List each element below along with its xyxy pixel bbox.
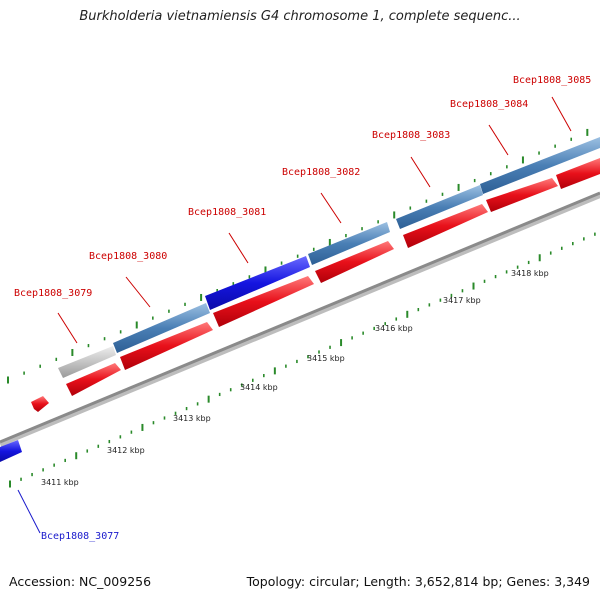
gene-block-3081[interactable] (205, 256, 310, 310)
leader-lines (17, 96, 572, 534)
gene-block-3080[interactable] (113, 303, 210, 353)
gene-arrow-3078[interactable] (31, 396, 49, 412)
gene-block-3079[interactable] (58, 346, 116, 378)
leader-line-3077 (17, 489, 41, 534)
scale-label-3413: 3413 kbp (173, 414, 211, 423)
gene-block-3083[interactable] (396, 185, 483, 229)
accession-text: Accession: NC_009256 (9, 574, 152, 589)
scale-labels: 3411 kbp 3412 kbp 3413 kbp 3414 kbp 3415… (41, 269, 549, 487)
gene-label-3082[interactable]: Bcep1808_3082 (282, 167, 360, 178)
gene-arrow-3079[interactable] (66, 363, 121, 396)
gene-label-3085[interactable]: Bcep1808_3085 (513, 75, 591, 86)
leader-line-3082 (320, 192, 342, 224)
gene-label-3084[interactable]: Bcep1808_3084 (450, 99, 528, 110)
gene-arrow-3080[interactable] (120, 322, 213, 370)
scale-label-3414: 3414 kbp (240, 383, 278, 392)
scale-label-3412: 3412 kbp (107, 446, 145, 455)
gene-arrow-3082[interactable] (315, 241, 394, 283)
gene-arrow-3083[interactable] (403, 204, 488, 248)
scale-label-3411: 3411 kbp (41, 478, 79, 487)
scale-label-3418: 3418 kbp (511, 269, 549, 278)
leader-line-3081 (228, 232, 249, 264)
leader-line-3085 (551, 96, 572, 132)
gene-block-3084[interactable] (480, 137, 600, 194)
gene-labels: Bcep1808_3077 Bcep1808_3079 Bcep1808_308… (14, 75, 591, 542)
reverse-strand-genes (0, 137, 600, 462)
leader-line-3084 (488, 124, 509, 156)
backbone (0, 191, 600, 444)
gene-block-3082[interactable] (308, 222, 390, 265)
map-title: Burkholderia vietnamiensis G4 chromosome… (79, 9, 521, 24)
gene-label-3079[interactable]: Bcep1808_3079 (14, 288, 92, 299)
scale-tick-row (9, 232, 596, 488)
gene-block-3077[interactable] (0, 440, 22, 462)
scale-label-3416: 3416 kbp (375, 324, 413, 333)
backbone-shadow (0, 192, 600, 447)
gene-arrow-3081[interactable] (213, 276, 314, 327)
forward-strand-genes (31, 158, 600, 412)
gene-label-3083[interactable]: Bcep1808_3083 (372, 130, 450, 141)
gene-arrow-3085[interactable] (556, 158, 600, 189)
gene-label-3077[interactable]: Bcep1808_3077 (41, 531, 119, 542)
gene-label-3081[interactable]: Bcep1808_3081 (188, 207, 266, 218)
leader-line-3080 (125, 276, 151, 308)
scale-label-3415: 3415 kbp (307, 354, 345, 363)
leader-line-3079 (57, 312, 78, 344)
leader-line-3083 (410, 156, 431, 188)
scale-label-3417: 3417 kbp (443, 296, 481, 305)
upper-tick-row (7, 128, 589, 384)
gene-label-3080[interactable]: Bcep1808_3080 (89, 251, 167, 262)
gene-arrow-3084[interactable] (486, 178, 558, 212)
topology-summary: Topology: circular; Length: 3,652,814 bp… (246, 574, 590, 589)
